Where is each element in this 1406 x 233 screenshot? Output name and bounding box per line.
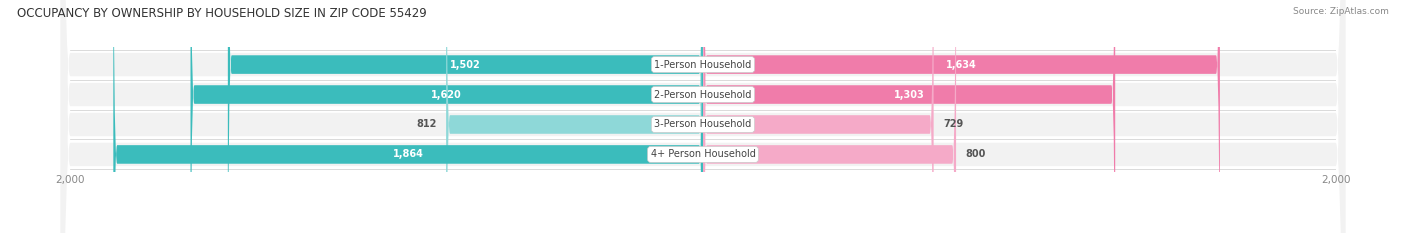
Text: 729: 729 (943, 120, 963, 130)
Text: OCCUPANCY BY OWNERSHIP BY HOUSEHOLD SIZE IN ZIP CODE 55429: OCCUPANCY BY OWNERSHIP BY HOUSEHOLD SIZE… (17, 7, 426, 20)
FancyBboxPatch shape (703, 0, 1115, 233)
FancyBboxPatch shape (60, 0, 1346, 233)
FancyBboxPatch shape (60, 0, 1346, 233)
Text: 812: 812 (416, 120, 437, 130)
Text: Source: ZipAtlas.com: Source: ZipAtlas.com (1294, 7, 1389, 16)
FancyBboxPatch shape (446, 0, 703, 233)
FancyBboxPatch shape (60, 0, 1346, 233)
FancyBboxPatch shape (703, 0, 956, 233)
Text: 1,634: 1,634 (946, 60, 977, 70)
Text: 3-Person Household: 3-Person Household (654, 120, 752, 130)
Text: 4+ Person Household: 4+ Person Household (651, 149, 755, 159)
FancyBboxPatch shape (114, 0, 703, 233)
Text: 1,303: 1,303 (894, 89, 925, 99)
FancyBboxPatch shape (60, 0, 1346, 233)
FancyBboxPatch shape (703, 0, 934, 233)
Text: 2-Person Household: 2-Person Household (654, 89, 752, 99)
Text: 1-Person Household: 1-Person Household (654, 60, 752, 70)
Text: 1,864: 1,864 (392, 149, 423, 159)
Text: 1,620: 1,620 (432, 89, 463, 99)
FancyBboxPatch shape (228, 0, 703, 233)
Text: 800: 800 (966, 149, 986, 159)
FancyBboxPatch shape (703, 0, 1220, 233)
Text: 1,502: 1,502 (450, 60, 481, 70)
FancyBboxPatch shape (190, 0, 703, 233)
